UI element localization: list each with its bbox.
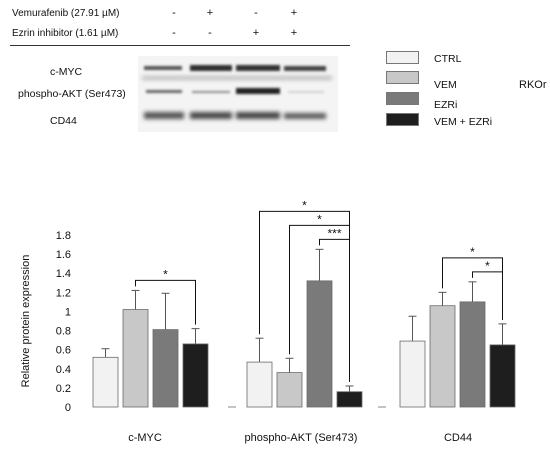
significance-bracket	[259, 210, 350, 382]
y-axis-label: Relative protein expression	[20, 255, 32, 388]
legend-swatch-vem	[386, 71, 419, 84]
category-label: phospho-AKT (Ser473)	[245, 432, 358, 444]
y-tick-label: 1.6	[56, 249, 71, 261]
significance-label: *	[317, 212, 322, 226]
category-label: CD44	[444, 432, 472, 444]
blot-label-cd44: CD44	[50, 115, 77, 127]
significance-label: *	[302, 198, 307, 212]
y-tick-label: 0.6	[56, 345, 71, 357]
y-tick-label: 1.4	[56, 268, 71, 280]
legend-label-ezri: EZRi	[434, 99, 458, 111]
y-tick-label: 0	[65, 402, 71, 414]
legend-label-vem: VEM	[434, 79, 457, 91]
bar	[182, 343, 209, 408]
y-tick-label: 0.8	[56, 326, 71, 338]
condition-label-vemurafenib: Vemurafenib (27.91 µM)	[12, 8, 120, 19]
category-label: c-MYC	[128, 432, 162, 444]
y-tick-label: 1.2	[56, 287, 71, 299]
legend-swatch-ezri	[386, 92, 419, 105]
header-divider	[10, 45, 350, 46]
significance-label: *	[485, 259, 490, 273]
significance-label: *	[163, 267, 168, 281]
legend-label-ctrl: CTRL	[434, 53, 462, 65]
bar	[122, 309, 149, 408]
blot-label-phospho-akt: phospho-AKT (Ser473)	[18, 88, 126, 100]
significance-label: ***	[327, 226, 341, 240]
y-tick-label: 0.4	[56, 364, 71, 376]
bar	[489, 344, 516, 408]
y-tick-label: 1	[65, 306, 71, 318]
bar	[246, 361, 273, 408]
significance-bracket	[289, 224, 350, 382]
bar	[276, 372, 303, 408]
significance-label: *	[470, 245, 475, 259]
y-tick-label: 1.8	[56, 230, 71, 242]
condition-sign: +	[290, 27, 298, 39]
condition-sign: -	[172, 27, 176, 39]
bar	[152, 329, 179, 408]
significance-bracket	[472, 271, 503, 320]
significance-bracket	[442, 257, 503, 320]
legend-label-vem-ezri: VEM + EZRi	[434, 116, 493, 128]
condition-sign: +	[206, 7, 214, 19]
bar	[459, 301, 486, 408]
blot-label-c-myc: c-MYC	[50, 66, 83, 78]
bar	[399, 340, 426, 408]
y-tick-label: 0.2	[56, 383, 71, 395]
bar	[92, 356, 119, 408]
condition-label-ezrin-inhibitor: Ezrin inhibitor (1.61 µM)	[12, 28, 119, 39]
bar	[336, 391, 363, 408]
legend-swatch-vem-ezri	[386, 113, 419, 126]
condition-sign: +	[252, 27, 260, 39]
significance-bracket	[135, 279, 196, 325]
bar	[306, 280, 333, 408]
western-blot-image	[138, 56, 338, 132]
significance-bracket	[319, 238, 350, 382]
condition-sign: -	[254, 7, 258, 19]
bar	[429, 305, 456, 408]
condition-sign: -	[208, 27, 212, 39]
condition-sign: -	[172, 7, 176, 19]
cell-line-label: RKOr	[519, 79, 547, 91]
condition-sign: +	[290, 7, 298, 19]
legend-swatch-ctrl	[386, 51, 419, 64]
